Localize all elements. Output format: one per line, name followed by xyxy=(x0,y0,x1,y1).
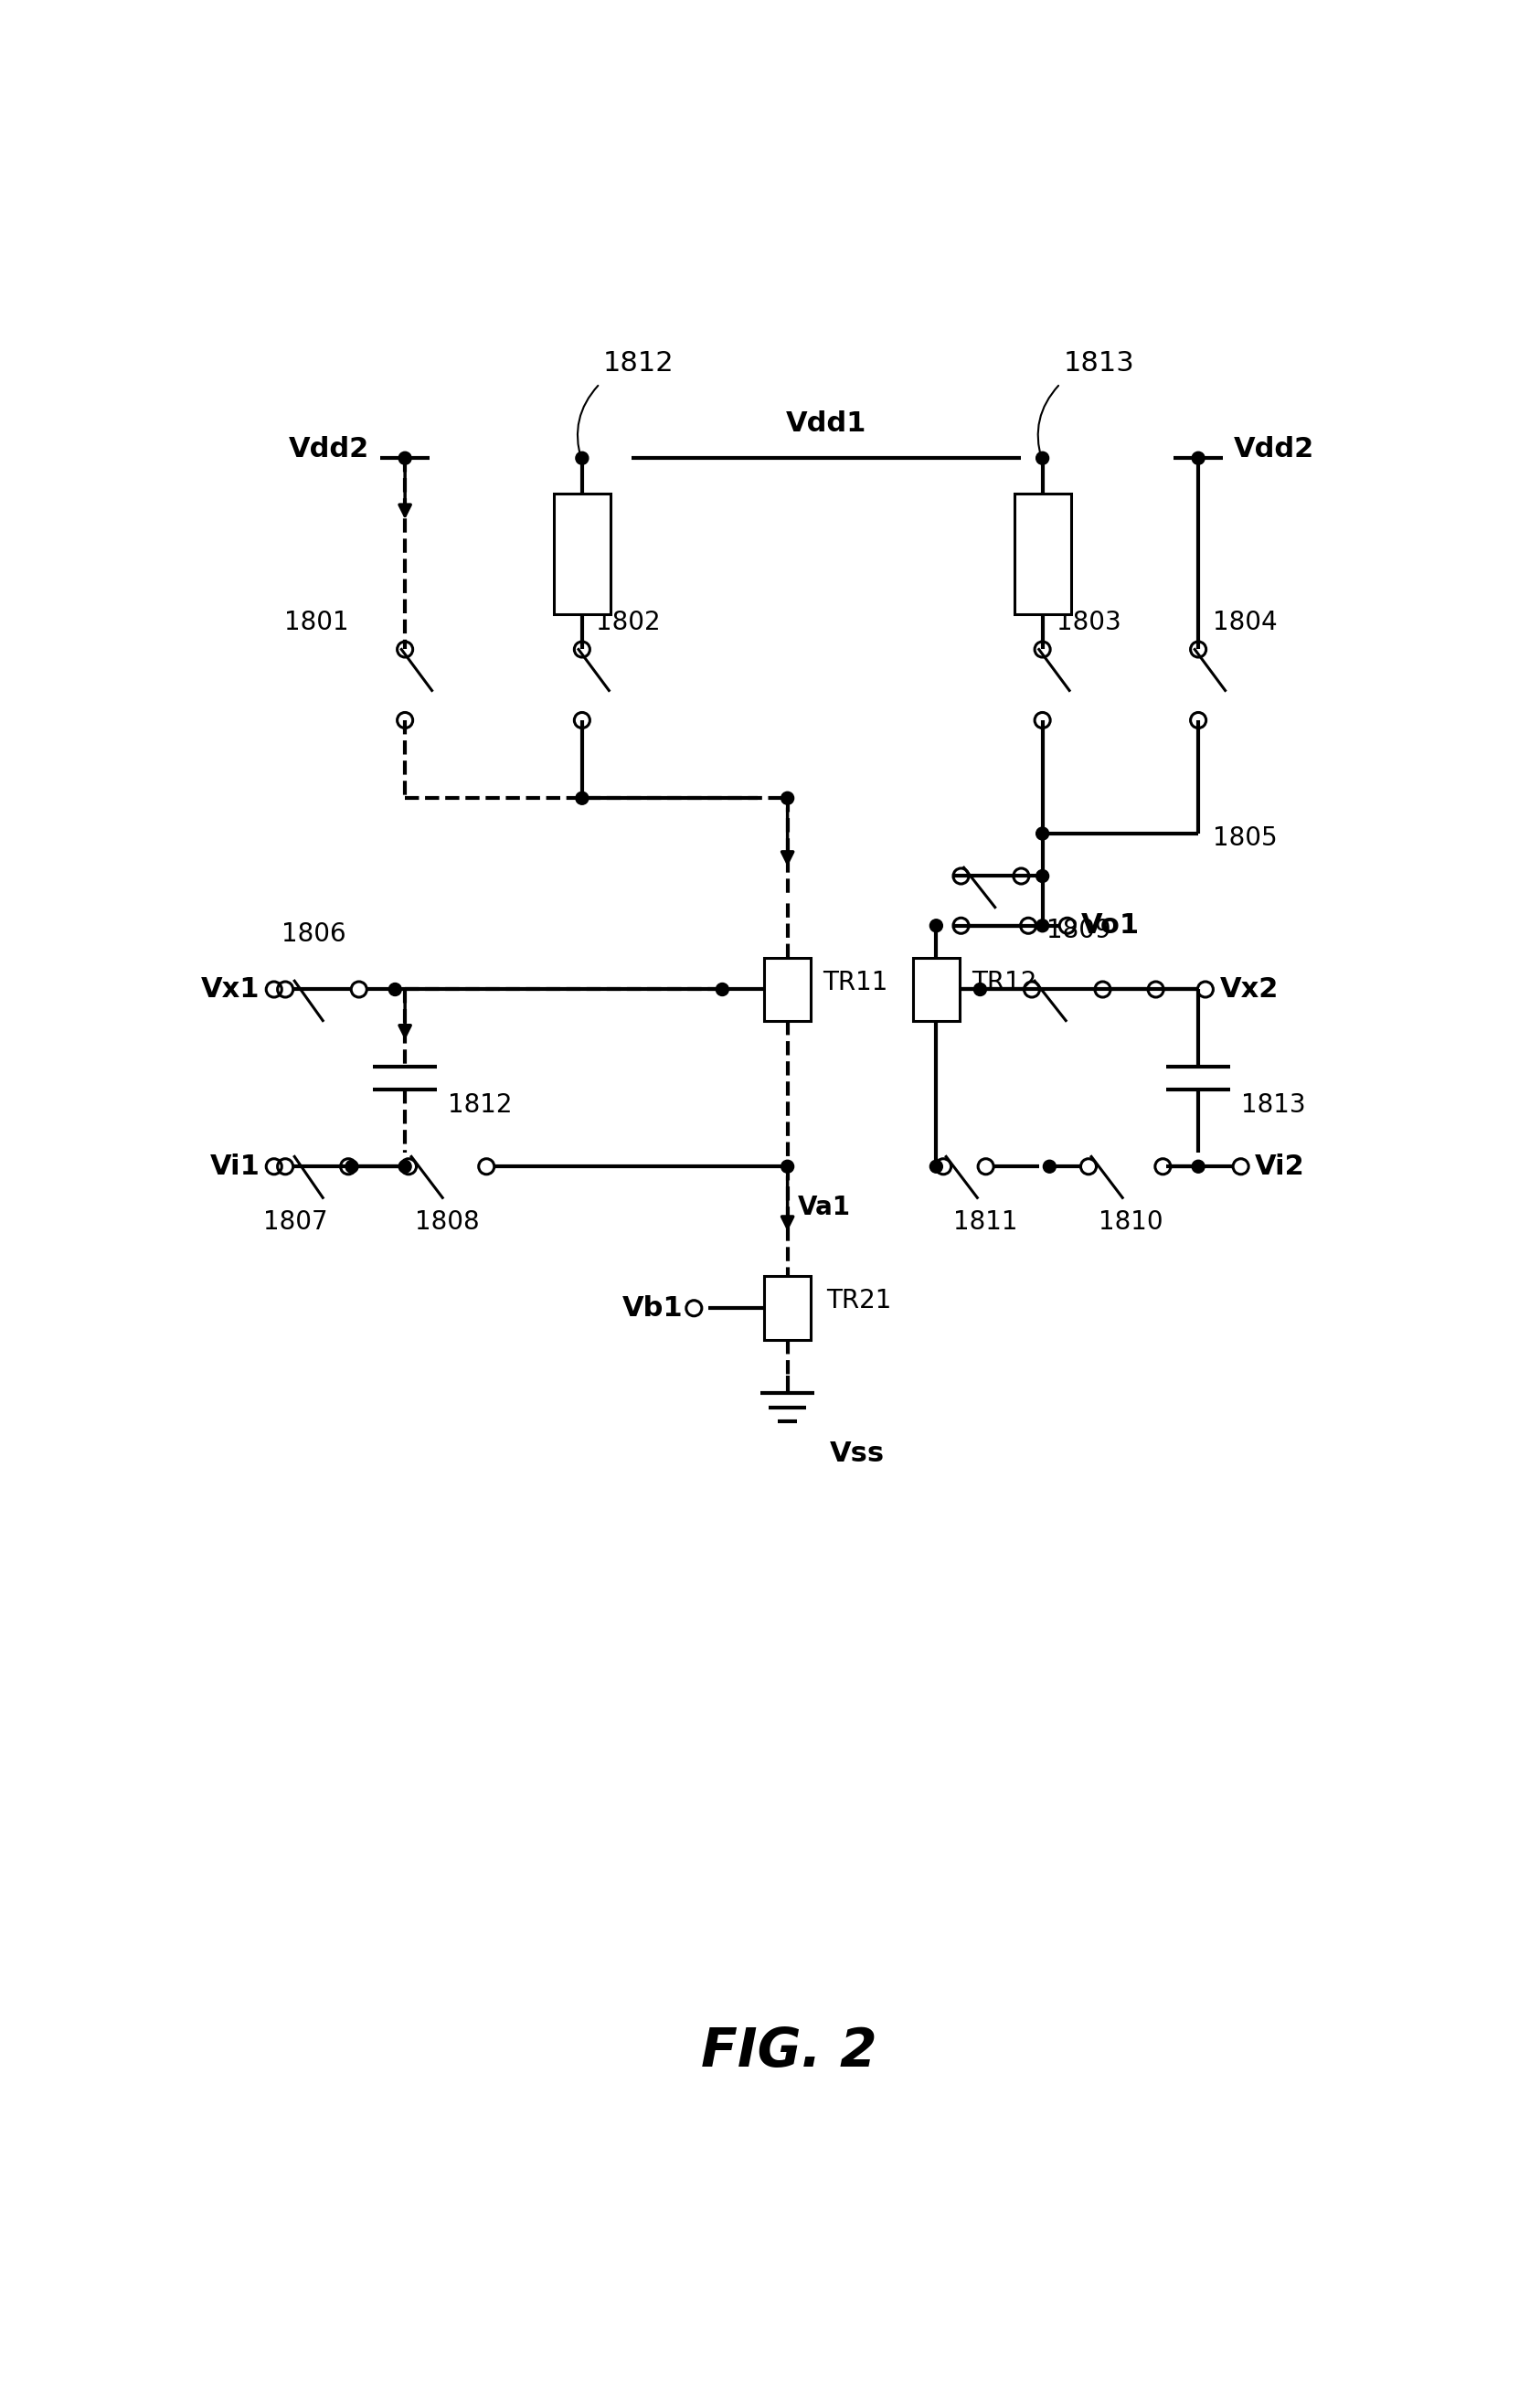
Text: Vx2: Vx2 xyxy=(1220,976,1278,1002)
Text: 1811: 1811 xyxy=(953,1208,1018,1234)
Text: 1807: 1807 xyxy=(263,1208,328,1234)
Text: TR12: TR12 xyxy=(972,969,1036,995)
Circle shape xyxy=(1036,919,1049,933)
Bar xyxy=(764,957,810,1021)
Text: Vo1: Vo1 xyxy=(1081,911,1140,940)
Text: TR11: TR11 xyxy=(822,969,889,995)
Text: 1806: 1806 xyxy=(280,921,345,947)
Text: TR21: TR21 xyxy=(827,1289,892,1313)
Text: 1805: 1805 xyxy=(1212,825,1277,852)
Circle shape xyxy=(930,1160,942,1172)
Text: 1810: 1810 xyxy=(1098,1208,1163,1234)
Text: Vi2: Vi2 xyxy=(1255,1153,1304,1179)
Text: 1812: 1812 xyxy=(448,1093,511,1117)
Text: 1809: 1809 xyxy=(1046,919,1110,942)
Text: FIG. 2: FIG. 2 xyxy=(701,2026,876,2079)
Text: 1812: 1812 xyxy=(604,349,675,376)
Circle shape xyxy=(930,919,942,933)
Text: 1803: 1803 xyxy=(1056,610,1121,636)
Bar xyxy=(554,493,610,615)
Text: Va1: Va1 xyxy=(798,1196,852,1220)
Bar xyxy=(764,1277,810,1340)
Text: Vb1: Vb1 xyxy=(622,1294,684,1320)
Text: 1802: 1802 xyxy=(596,610,661,636)
Circle shape xyxy=(345,1160,359,1172)
Text: Vss: Vss xyxy=(830,1440,885,1466)
Text: 1801: 1801 xyxy=(283,610,348,636)
Circle shape xyxy=(1192,1160,1204,1172)
Circle shape xyxy=(1043,1160,1056,1172)
Text: Vdd2: Vdd2 xyxy=(1234,435,1314,464)
Text: 1813: 1813 xyxy=(1241,1093,1306,1117)
Text: 1813: 1813 xyxy=(1064,349,1135,376)
Text: Vdd1: Vdd1 xyxy=(785,411,867,438)
Circle shape xyxy=(1192,452,1204,464)
Text: Vi1: Vi1 xyxy=(209,1153,260,1179)
Circle shape xyxy=(1036,871,1049,883)
Circle shape xyxy=(781,1160,793,1172)
Circle shape xyxy=(399,1160,411,1172)
Circle shape xyxy=(399,452,411,464)
Text: Vdd2: Vdd2 xyxy=(290,435,370,464)
Circle shape xyxy=(973,983,987,995)
Circle shape xyxy=(716,983,728,995)
Circle shape xyxy=(576,792,588,804)
Bar xyxy=(1015,493,1070,615)
Text: 1804: 1804 xyxy=(1212,610,1277,636)
Text: Vx1: Vx1 xyxy=(200,976,260,1002)
Circle shape xyxy=(1036,828,1049,840)
Circle shape xyxy=(576,452,588,464)
Circle shape xyxy=(781,792,793,804)
Circle shape xyxy=(1036,452,1049,464)
Text: 1808: 1808 xyxy=(416,1208,480,1234)
Bar xyxy=(913,957,959,1021)
Circle shape xyxy=(388,983,402,995)
